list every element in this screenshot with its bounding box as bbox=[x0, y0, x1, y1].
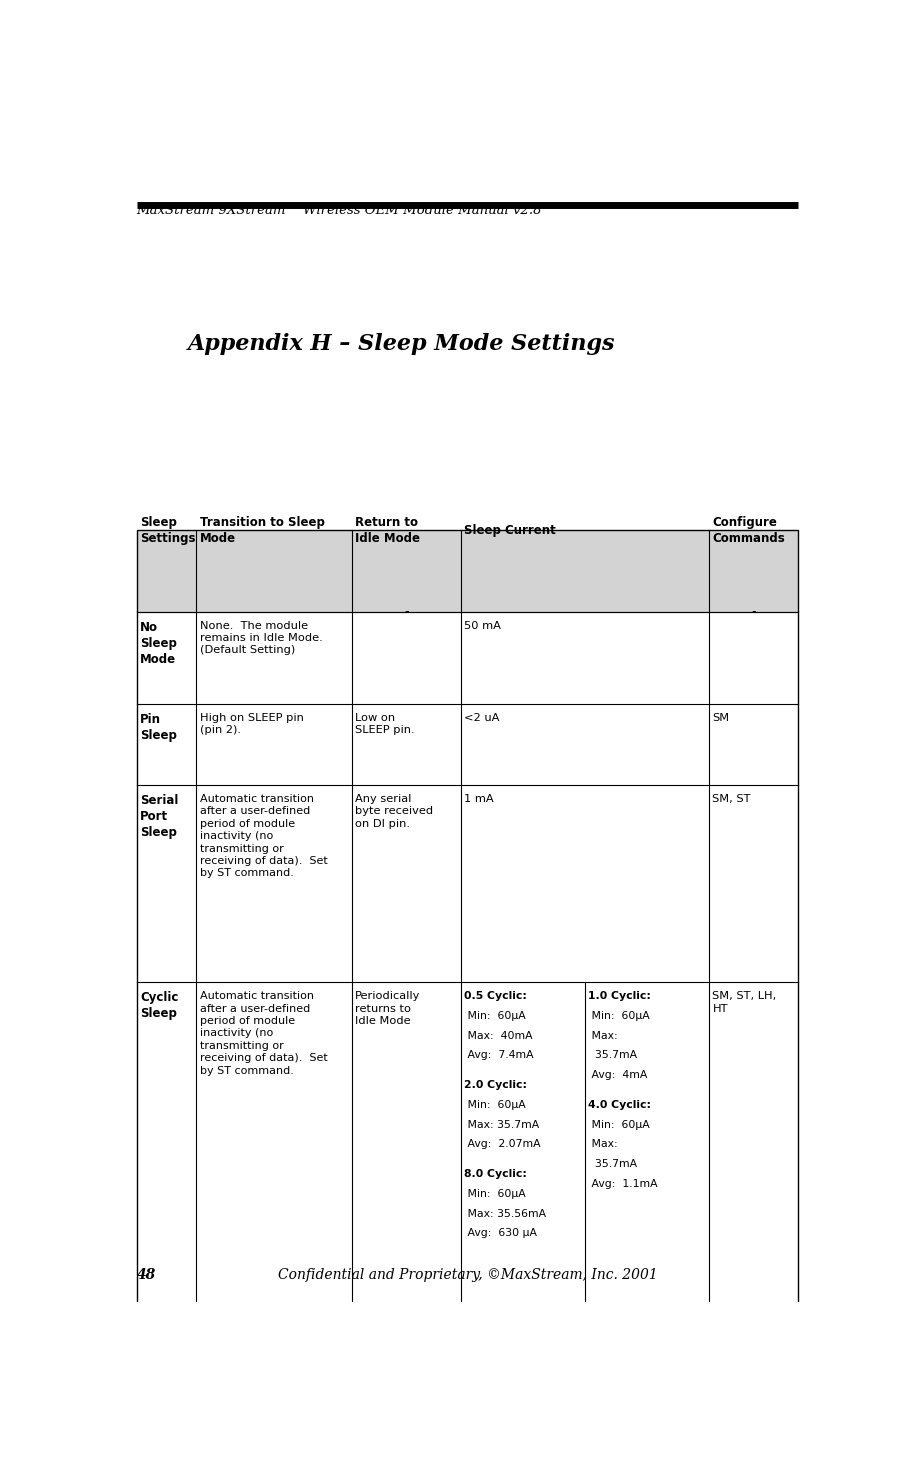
Text: 8.0 Cyclic:: 8.0 Cyclic: bbox=[464, 1169, 527, 1179]
Text: Min:  60μA: Min: 60μA bbox=[464, 1189, 526, 1198]
Text: Return to
Idle Mode: Return to Idle Mode bbox=[354, 516, 420, 544]
Bar bbox=[196, 531, 352, 612]
Text: Sleep
Settings: Sleep Settings bbox=[140, 516, 196, 544]
Text: Appendix H – Sleep Mode Settings: Appendix H – Sleep Mode Settings bbox=[188, 334, 615, 356]
Text: 1.0 Cyclic:: 1.0 Cyclic: bbox=[588, 990, 650, 1001]
Text: -: - bbox=[751, 606, 755, 617]
Bar bbox=[137, 531, 797, 1343]
Text: High on SLEEP pin
(pin 2).: High on SLEEP pin (pin 2). bbox=[200, 712, 303, 736]
Text: Low on
SLEEP pin.: Low on SLEEP pin. bbox=[354, 712, 415, 736]
Text: Automatic transition
after a user-defined
period of module
inactivity (no
transm: Automatic transition after a user-define… bbox=[200, 990, 327, 1075]
Text: 48: 48 bbox=[137, 1268, 156, 1282]
Text: Serial
Port
Sleep: Serial Port Sleep bbox=[140, 794, 179, 838]
Text: Automatic transition
after a user-defined
period of module
inactivity (no
transm: Automatic transition after a user-define… bbox=[200, 794, 327, 878]
Text: Periodically
returns to
Idle Mode: Periodically returns to Idle Mode bbox=[354, 990, 420, 1026]
Text: Max:: Max: bbox=[588, 1140, 618, 1150]
Text: SM, ST, LH,
HT: SM, ST, LH, HT bbox=[711, 990, 776, 1014]
Text: <2 uA: <2 uA bbox=[464, 712, 499, 723]
Text: SM: SM bbox=[711, 712, 729, 723]
Text: SM, ST: SM, ST bbox=[711, 794, 750, 805]
Text: Min:  60μA: Min: 60μA bbox=[588, 1011, 650, 1021]
Text: Cyclic
Sleep: Cyclic Sleep bbox=[140, 990, 179, 1020]
Bar bbox=[708, 531, 797, 612]
Text: Max:: Max: bbox=[588, 1030, 618, 1040]
Text: Transition to Sleep
Mode: Transition to Sleep Mode bbox=[200, 516, 324, 544]
Text: Avg:  7.4mA: Avg: 7.4mA bbox=[464, 1050, 533, 1061]
Bar bbox=[460, 531, 708, 612]
Text: Max: 35.7mA: Max: 35.7mA bbox=[464, 1119, 539, 1129]
Text: Confidential and Proprietary, ©MaxStream, Inc. 2001: Confidential and Proprietary, ©MaxStream… bbox=[277, 1268, 657, 1282]
Text: Min:  60μA: Min: 60μA bbox=[588, 1119, 650, 1129]
Text: Sleep Current: Sleep Current bbox=[464, 524, 556, 537]
Text: 1 mA: 1 mA bbox=[464, 794, 494, 805]
Text: MaxStream 9XStream™ Wireless OEM Module Manual v2.8: MaxStream 9XStream™ Wireless OEM Module … bbox=[137, 203, 541, 217]
Text: Min:  60μA: Min: 60μA bbox=[464, 1011, 526, 1021]
Text: Configure
Commands: Configure Commands bbox=[711, 516, 784, 544]
Text: Max: 35.56mA: Max: 35.56mA bbox=[464, 1208, 546, 1219]
Bar bbox=[352, 531, 460, 612]
Bar bbox=[137, 531, 196, 612]
Text: Avg:  2.07mA: Avg: 2.07mA bbox=[464, 1140, 540, 1150]
Text: 4.0 Cyclic:: 4.0 Cyclic: bbox=[588, 1100, 650, 1110]
Text: None.  The module
remains in Idle Mode.
(Default Setting): None. The module remains in Idle Mode. (… bbox=[200, 620, 322, 655]
Text: Min:  60μA: Min: 60μA bbox=[464, 1100, 526, 1110]
Text: 0.5 Cyclic:: 0.5 Cyclic: bbox=[464, 990, 527, 1001]
Text: Avg:  1.1mA: Avg: 1.1mA bbox=[588, 1179, 657, 1189]
Text: 35.7mA: 35.7mA bbox=[588, 1159, 637, 1169]
Text: -: - bbox=[404, 606, 408, 617]
Text: 2.0 Cyclic:: 2.0 Cyclic: bbox=[464, 1080, 527, 1090]
Text: 35.7mA: 35.7mA bbox=[588, 1050, 637, 1061]
Text: Avg:  4mA: Avg: 4mA bbox=[588, 1069, 647, 1080]
Text: Avg:  630 μA: Avg: 630 μA bbox=[464, 1229, 537, 1238]
Text: Pin
Sleep: Pin Sleep bbox=[140, 712, 177, 742]
Text: 50 mA: 50 mA bbox=[464, 620, 501, 631]
Text: Any serial
byte received
on DI pin.: Any serial byte received on DI pin. bbox=[354, 794, 433, 830]
Text: No
Sleep
Mode: No Sleep Mode bbox=[140, 620, 177, 666]
Text: Max:  40mA: Max: 40mA bbox=[464, 1030, 532, 1040]
